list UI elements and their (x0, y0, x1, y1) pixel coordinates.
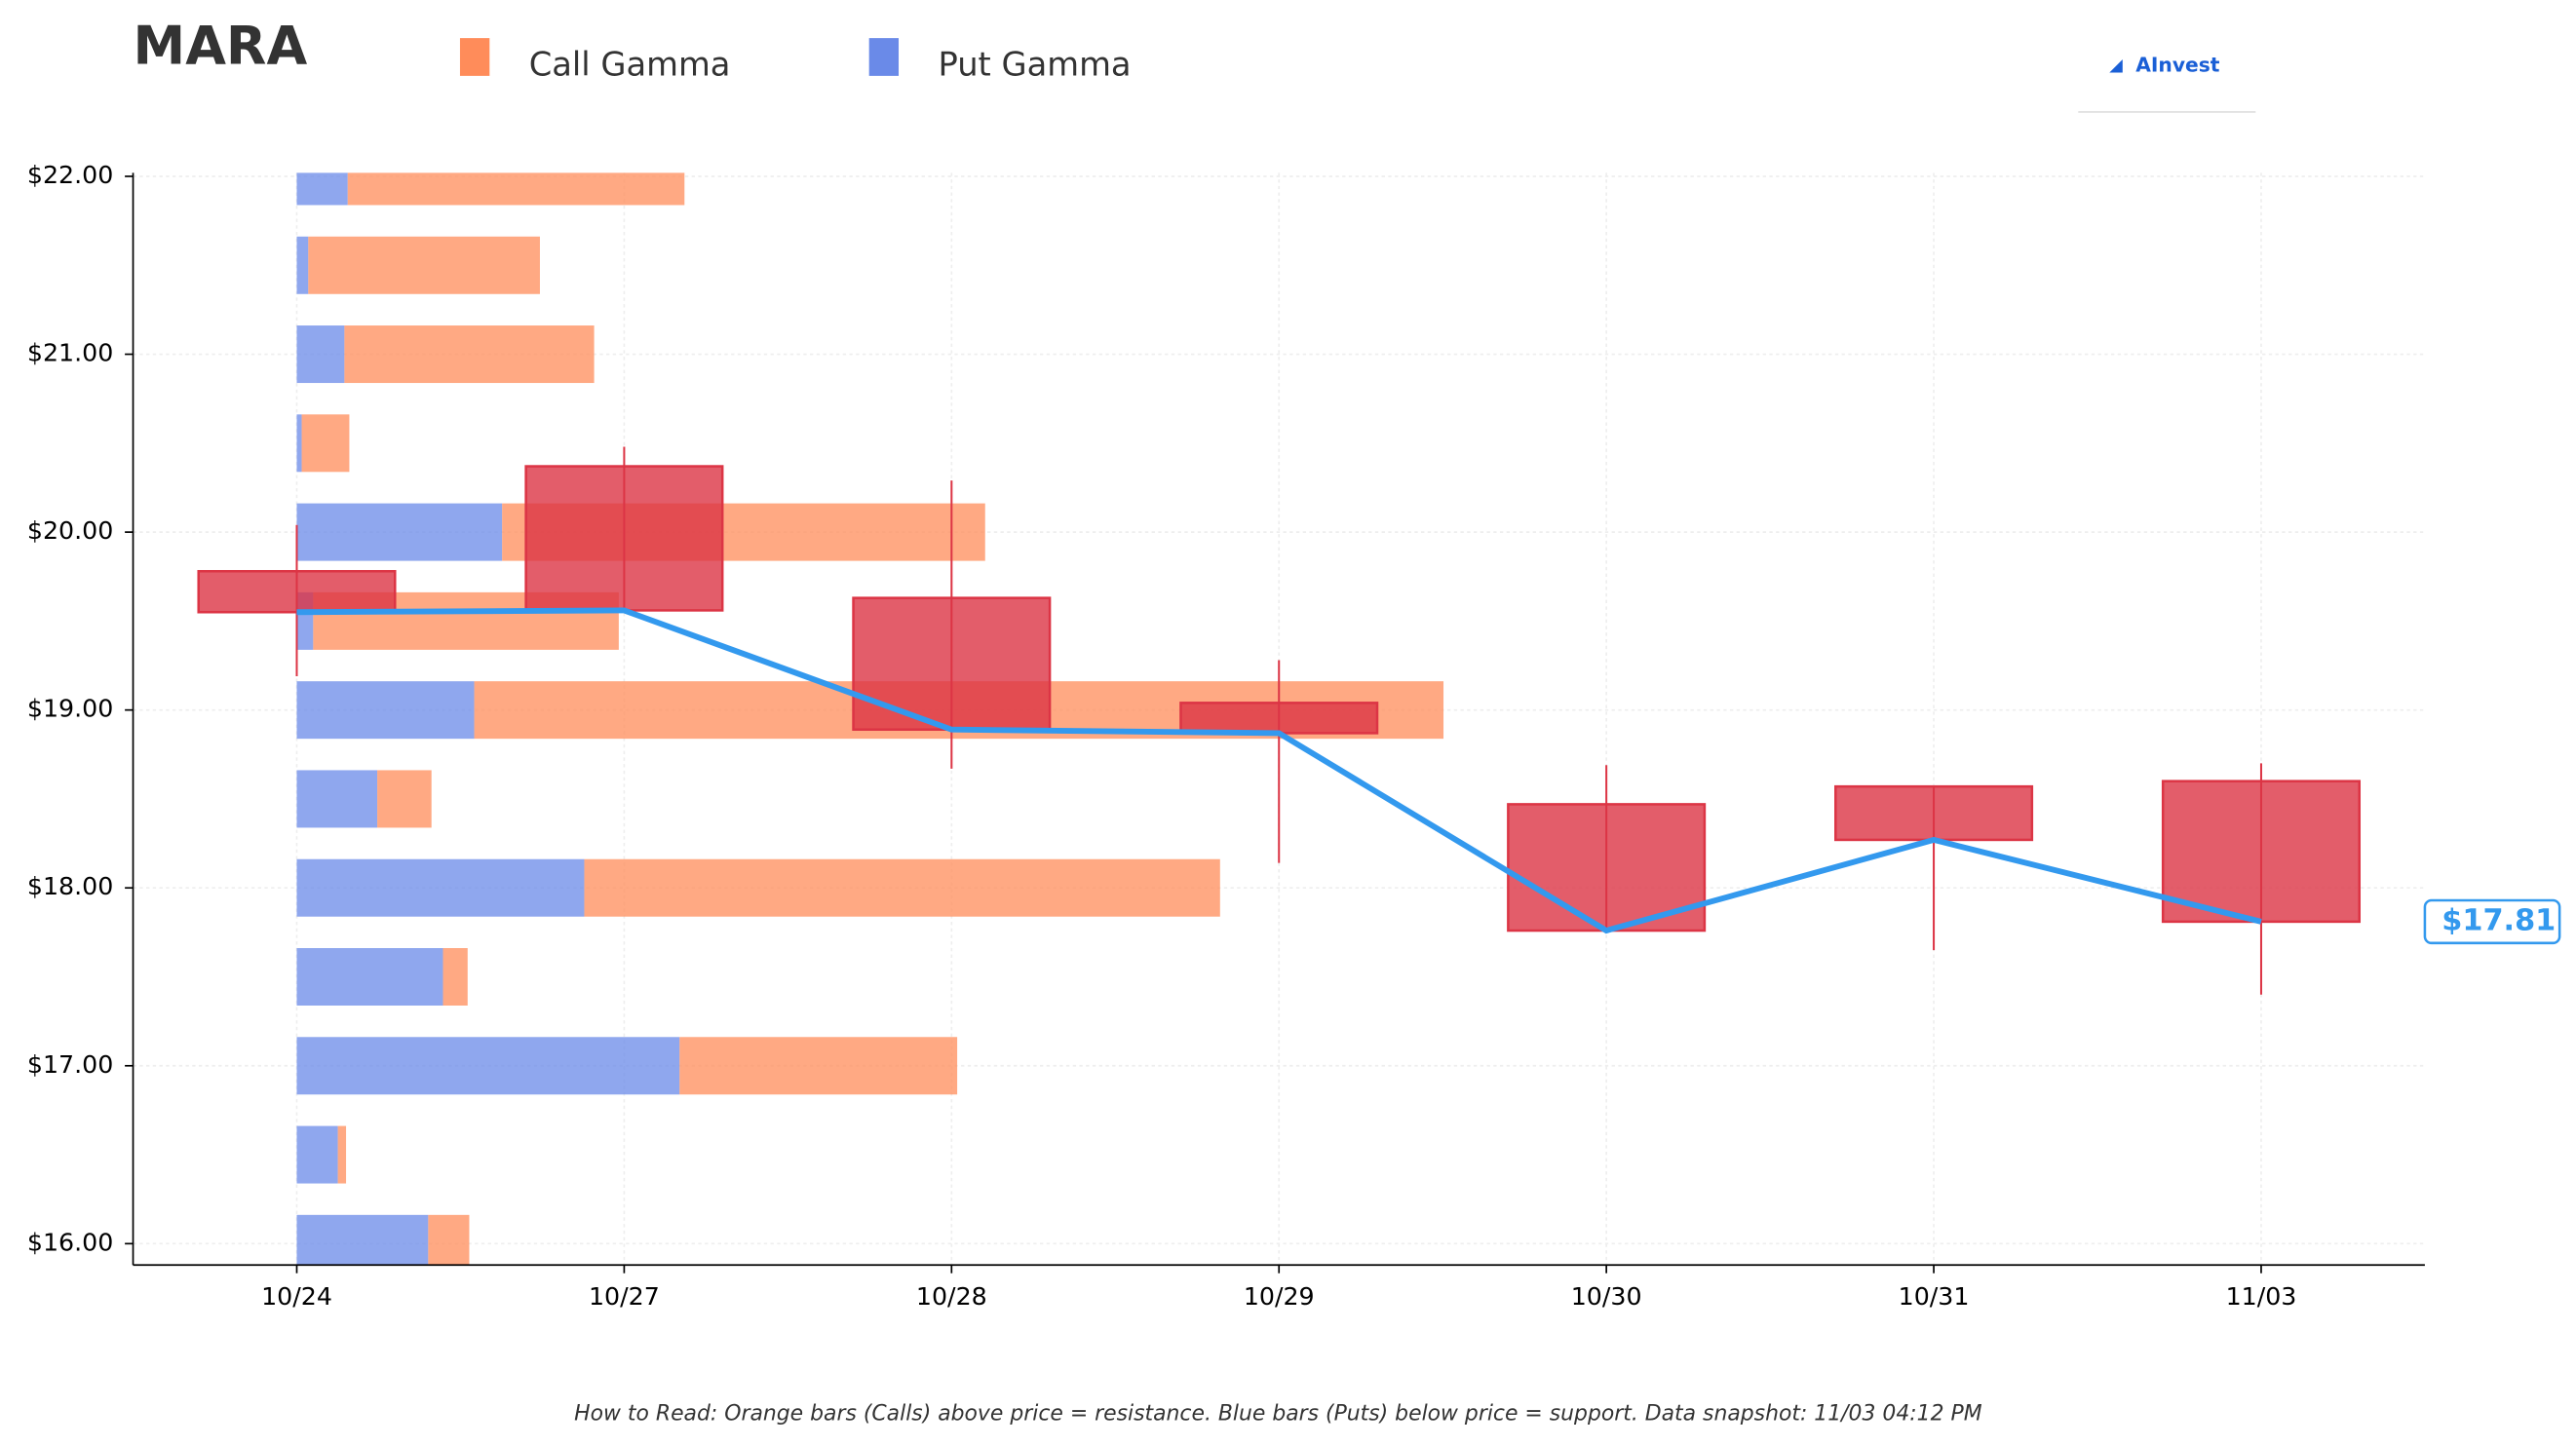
y-tick-label: $22.00 (27, 161, 113, 189)
put-gamma-bar (296, 325, 345, 384)
put-gamma-bar (296, 681, 475, 740)
put-gamma-bar (296, 947, 443, 1006)
y-tick-label: $20.00 (27, 516, 113, 545)
put-gamma-bar (296, 414, 302, 473)
put-gamma-bar (296, 503, 503, 561)
x-tick-label: 10/29 (1244, 1282, 1315, 1311)
candle-body (1179, 702, 1379, 735)
chart-title: MARA (134, 16, 308, 77)
put-gamma-bar (296, 1214, 429, 1266)
call-gamma-bar (584, 858, 1220, 917)
legend-label: Call Gamma (529, 45, 731, 83)
call-gamma-bar (337, 1125, 347, 1184)
call-gamma-bar (377, 770, 432, 828)
call-gamma-bar (428, 1214, 470, 1266)
x-tick-label: 10/24 (261, 1282, 332, 1311)
y-tick-label: $18.00 (27, 872, 113, 900)
put-gamma-bar (296, 858, 585, 917)
x-tick-label: 10/28 (916, 1282, 987, 1311)
x-tick-label: 11/03 (2226, 1282, 2297, 1311)
put-gamma-bar (296, 770, 378, 828)
brand-logo: AInvest (2135, 53, 2219, 76)
x-tick-label: 10/30 (1571, 1282, 1642, 1311)
legend-label: Put Gamma (938, 45, 1131, 83)
call-gamma-bar (344, 325, 595, 384)
call-gamma-bar (679, 1037, 958, 1095)
brand-icon (2109, 59, 2123, 73)
call-gamma-bar (442, 947, 468, 1006)
legend-swatch (868, 38, 900, 76)
put-gamma-bar (296, 172, 348, 206)
call-gamma-bar (301, 414, 350, 473)
price-tag-box (2423, 898, 2561, 945)
put-gamma-bar (296, 1037, 680, 1095)
candle-body (852, 596, 1052, 732)
x-tick-label: 10/31 (1899, 1282, 1970, 1311)
put-gamma-bar (296, 236, 309, 294)
candle-body (2161, 780, 2362, 924)
put-gamma-bar (296, 1125, 338, 1184)
y-tick-label: $16.00 (27, 1228, 113, 1256)
y-tick-label: $19.00 (27, 695, 113, 723)
price-tag-label: $17.81 (2441, 903, 2556, 937)
y-tick-label: $17.00 (27, 1050, 113, 1079)
candle-body (1834, 784, 2034, 842)
candle-body (524, 465, 724, 612)
footnote: How to Read: Orange bars (Calls) above p… (574, 1402, 1982, 1427)
candle-body (197, 569, 397, 614)
close-line (296, 607, 2262, 934)
call-gamma-bar (308, 236, 540, 294)
call-gamma-bar (347, 172, 685, 206)
y-tick-label: $21.00 (27, 339, 113, 367)
legend-swatch (459, 38, 490, 76)
x-tick-label: 10/27 (589, 1282, 660, 1311)
